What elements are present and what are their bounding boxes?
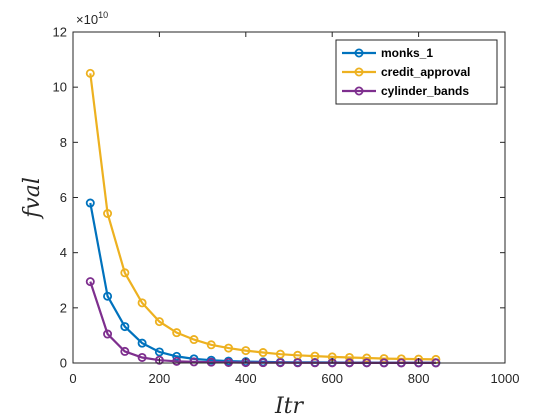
tick-labels: 0 200 400 600 800 1000 0 2 4 6 8 10 12 — [53, 25, 520, 387]
y-tick-label: 0 — [60, 356, 67, 371]
series-credit_approval — [85, 68, 441, 364]
data-point-credit_approval — [206, 340, 216, 350]
series-line-credit_approval — [89, 73, 436, 361]
y-tick-label: 2 — [60, 300, 67, 315]
data-point-monks_1 — [120, 322, 130, 332]
data-point-credit_approval — [85, 68, 95, 78]
x-tick-label: 1000 — [491, 371, 520, 386]
data-point-credit_approval — [154, 317, 164, 327]
data-point-monks_1 — [103, 291, 113, 301]
legend-label: cylinder_bands — [381, 84, 469, 98]
legend-item-cylinder_bands: cylinder_bands — [342, 84, 469, 98]
x-tick-label: 800 — [408, 371, 430, 386]
legend-label: credit_approval — [381, 65, 470, 79]
data-point-credit_approval — [120, 268, 130, 278]
data-point-credit_approval — [241, 346, 251, 356]
data-point-cylinder_bands — [206, 357, 216, 367]
data-point-cylinder_bands — [224, 357, 234, 367]
data-point-cylinder_bands — [120, 346, 130, 356]
x-tick-label: 200 — [149, 371, 171, 386]
legend-item-monks_1: monks_1 — [342, 46, 433, 60]
data-point-monks_1 — [137, 338, 147, 348]
data-point-cylinder_bands — [172, 356, 182, 366]
legend-swatch-marker — [354, 67, 364, 77]
data-point-monks_1 — [172, 351, 182, 361]
data-point-cylinder_bands — [137, 352, 147, 362]
y-exponent-base: ×10 — [76, 12, 98, 27]
data-point-cylinder_bands — [189, 357, 199, 367]
data-point-monks_1 — [154, 347, 164, 357]
y-exponent-power: 10 — [98, 10, 108, 20]
y-axis-label: fval — [20, 177, 45, 220]
data-point-credit_approval — [224, 343, 234, 353]
data-point-credit_approval — [137, 298, 147, 308]
y-tick-label: 8 — [60, 135, 67, 150]
data-point-cylinder_bands — [103, 329, 113, 339]
y-exponent-label: ×1010 — [76, 10, 108, 27]
legend-label: monks_1 — [381, 46, 433, 60]
data-point-credit_approval — [362, 353, 372, 363]
data-point-credit_approval — [344, 352, 354, 362]
y-tick-label: 6 — [60, 190, 67, 205]
y-tick-label: 4 — [60, 245, 67, 260]
axes-layer — [72, 31, 506, 364]
legend: monks_1 credit_approval cylinder_bands — [335, 39, 498, 105]
data-point-monks_1 — [85, 198, 95, 208]
x-tick-label: 0 — [69, 371, 76, 386]
data-point-credit_approval — [172, 328, 182, 338]
legend-swatch-marker — [354, 86, 364, 96]
legend-item-credit_approval: credit_approval — [342, 65, 470, 79]
legend-swatch-marker — [354, 48, 364, 58]
data-point-cylinder_bands — [154, 355, 164, 365]
data-point-credit_approval — [275, 349, 285, 359]
data-point-credit_approval — [189, 335, 199, 345]
y-tick-label: 10 — [53, 80, 67, 95]
x-axis-label: Itr — [274, 394, 305, 419]
data-point-credit_approval — [258, 348, 268, 358]
x-tick-label: 400 — [235, 371, 257, 386]
y-tick-label: 12 — [53, 25, 67, 40]
x-tick-label: 600 — [321, 371, 343, 386]
data-point-cylinder_bands — [85, 277, 95, 287]
data-point-credit_approval — [103, 208, 113, 218]
